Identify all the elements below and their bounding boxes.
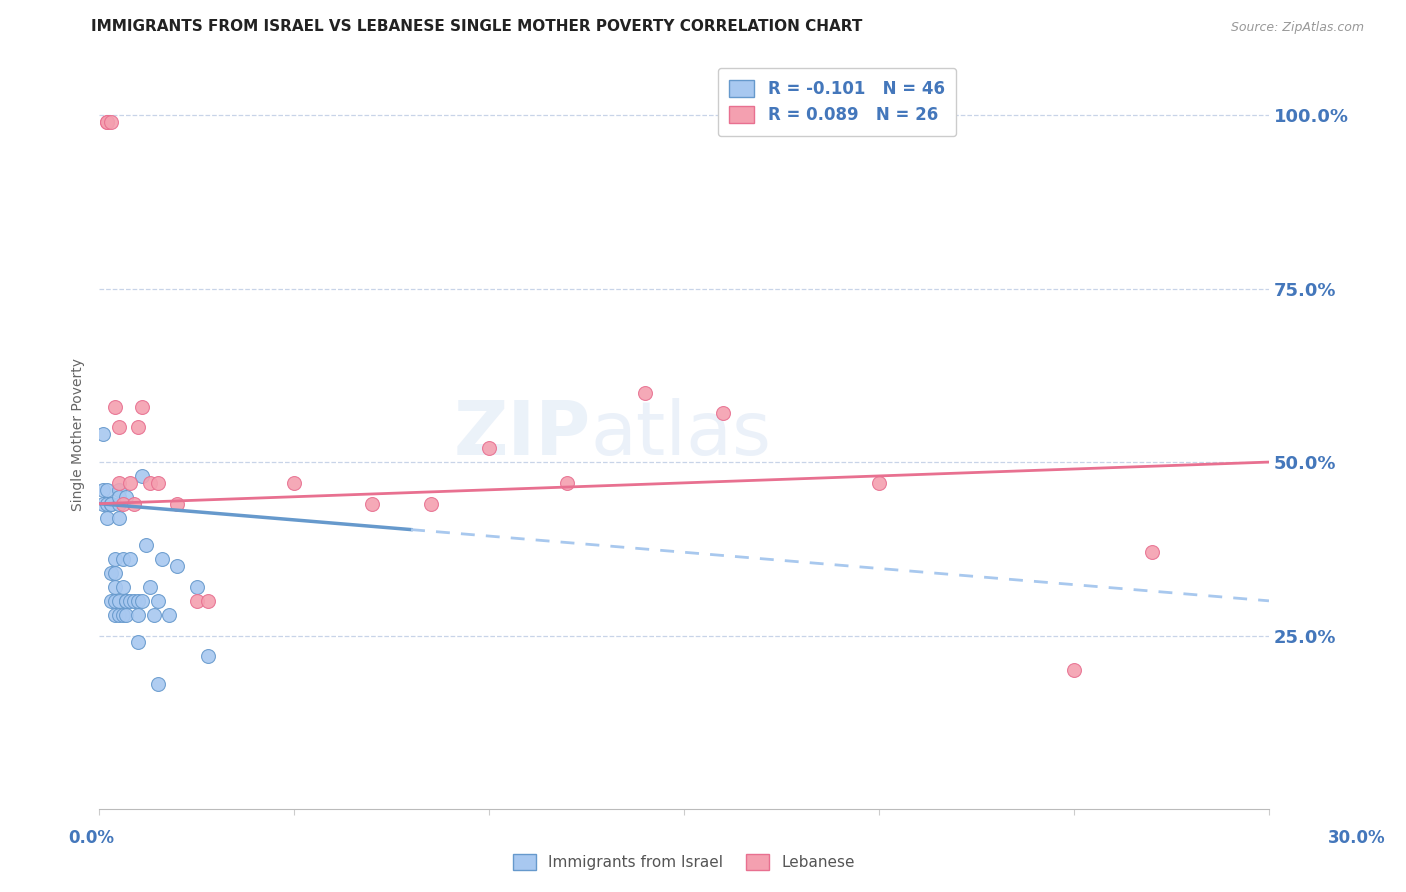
Point <box>197 649 219 664</box>
Point <box>1140 545 1163 559</box>
Point <box>115 607 138 622</box>
Point <box>107 607 129 622</box>
Point <box>96 497 118 511</box>
Point <box>111 552 134 566</box>
Text: IMMIGRANTS FROM ISRAEL VS LEBANESE SINGLE MOTHER POVERTY CORRELATION CHART: IMMIGRANTS FROM ISRAEL VS LEBANESE SINGL… <box>91 20 863 34</box>
Point <box>111 607 134 622</box>
Point <box>150 552 173 566</box>
Point <box>139 475 162 490</box>
Point <box>100 497 122 511</box>
Point <box>157 607 180 622</box>
Point <box>127 420 149 434</box>
Point <box>104 607 127 622</box>
Point <box>111 497 134 511</box>
Point <box>91 497 114 511</box>
Point <box>122 594 145 608</box>
Point <box>100 115 122 129</box>
Point <box>127 607 149 622</box>
Point <box>166 497 188 511</box>
Legend: Immigrants from Israel, Lebanese: Immigrants from Israel, Lebanese <box>508 848 860 876</box>
Point <box>107 497 129 511</box>
Point <box>711 407 734 421</box>
Text: 0.0%: 0.0% <box>69 829 114 847</box>
Point <box>91 483 114 497</box>
Text: 30.0%: 30.0% <box>1329 829 1385 847</box>
Point <box>131 400 153 414</box>
Point <box>104 566 127 580</box>
Point <box>96 115 118 129</box>
Text: ZIP: ZIP <box>453 398 591 471</box>
Point <box>419 497 441 511</box>
Point <box>96 115 118 129</box>
Point <box>131 594 153 608</box>
Point <box>100 497 122 511</box>
Point <box>96 510 118 524</box>
Point <box>146 677 169 691</box>
Point <box>197 594 219 608</box>
Point <box>107 594 129 608</box>
Point <box>634 385 657 400</box>
Point <box>100 594 122 608</box>
Point <box>478 441 501 455</box>
Text: Source: ZipAtlas.com: Source: ZipAtlas.com <box>1230 21 1364 34</box>
Point <box>868 475 890 490</box>
Point <box>127 635 149 649</box>
Point <box>131 469 153 483</box>
Point <box>186 594 208 608</box>
Point <box>555 475 578 490</box>
Point <box>135 538 157 552</box>
Point <box>146 475 169 490</box>
Point <box>107 510 129 524</box>
Point <box>120 552 142 566</box>
Point <box>115 490 138 504</box>
Point <box>186 580 208 594</box>
Point <box>107 490 129 504</box>
Point <box>104 400 127 414</box>
Point <box>283 475 305 490</box>
Point <box>104 552 127 566</box>
Point <box>146 594 169 608</box>
Point <box>91 427 114 442</box>
Point <box>107 420 129 434</box>
Point <box>104 594 127 608</box>
Point <box>120 475 142 490</box>
Point <box>96 483 118 497</box>
Point <box>107 483 129 497</box>
Point <box>115 594 138 608</box>
Point <box>111 580 134 594</box>
Point <box>122 497 145 511</box>
Point <box>107 475 129 490</box>
Point <box>127 594 149 608</box>
Point <box>115 594 138 608</box>
Point <box>104 580 127 594</box>
Y-axis label: Single Mother Poverty: Single Mother Poverty <box>72 358 86 511</box>
Point <box>120 594 142 608</box>
Text: atlas: atlas <box>591 398 772 471</box>
Point <box>361 497 384 511</box>
Point <box>100 566 122 580</box>
Point <box>139 580 162 594</box>
Point <box>1063 663 1085 677</box>
Point <box>166 559 188 574</box>
Point <box>142 607 165 622</box>
